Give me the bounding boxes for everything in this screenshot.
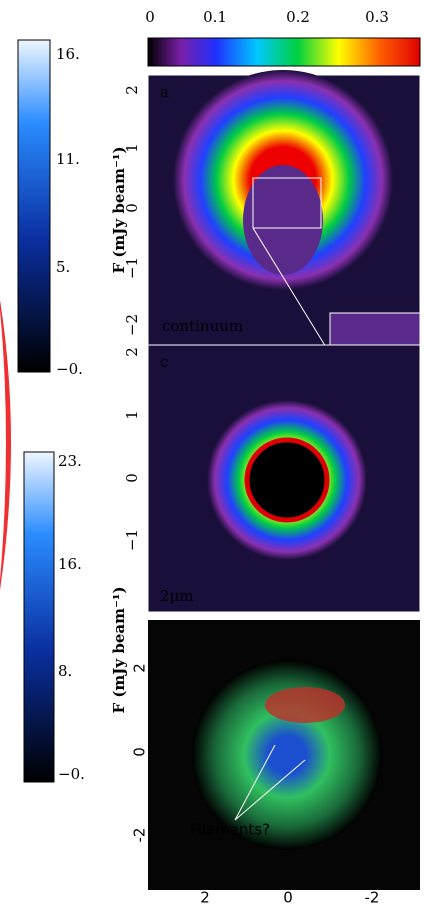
x-tick-label: 2 [200, 889, 210, 905]
annotation: Filaments? [190, 821, 270, 839]
colorbar-tick: 11. [56, 150, 80, 168]
y-tick-label: 2 [123, 85, 141, 95]
arrow [234, 759, 306, 821]
colorbar-tick: −0. [56, 360, 83, 378]
colorbar-tick: 8. [58, 662, 72, 680]
y-tick-label: 2 [123, 347, 141, 357]
y-tick-label: 0 [131, 747, 149, 757]
red-lobe [265, 687, 345, 723]
colorbar-2 [23, 451, 55, 783]
colorbar-tick: 23. [58, 452, 82, 470]
colorbar-tick: 0 [145, 8, 155, 26]
colorbar-label: F (mJy beam⁻¹) [110, 146, 128, 273]
y-tick-label: 0 [123, 203, 141, 213]
arrow [234, 744, 276, 821]
cavity [243, 165, 323, 275]
colorbar-tick: 0.1 [203, 8, 227, 26]
colorbar-tick: −0. [58, 765, 85, 783]
y-tick-label: 1 [123, 410, 141, 420]
zoom-box [252, 177, 322, 229]
colorbar-tick: 0.3 [365, 8, 389, 26]
colorbar-tick: 5. [56, 258, 70, 276]
colorbar-label: F (mJy beam⁻¹) [110, 586, 128, 713]
colorbar-1 [17, 39, 51, 373]
coronagraph [244, 437, 330, 523]
top-colorbar [147, 37, 421, 67]
y-tick-label: -2 [131, 828, 149, 843]
colorbar-tick: 16. [58, 555, 82, 573]
y-tick-label: −1 [123, 257, 141, 279]
y-tick-label: 1 [123, 143, 141, 153]
colorbar-tick: 0.2 [286, 8, 310, 26]
y-tick-label: 0 [123, 473, 141, 483]
panel-label: continuum [162, 317, 243, 335]
panel-label: 2μm [160, 587, 194, 605]
panel-letter: a [160, 83, 169, 101]
y-tick-label: −1 [123, 529, 141, 551]
red-arc [0, 300, 11, 590]
x-tick-label: -2 [365, 889, 380, 905]
panel-letter: c [160, 353, 168, 371]
x-tick-label: 0 [283, 889, 293, 905]
y-tick-label: −2 [123, 314, 141, 336]
y-tick-label: 2 [131, 663, 149, 673]
colorbar-tick: 16. [56, 45, 80, 63]
